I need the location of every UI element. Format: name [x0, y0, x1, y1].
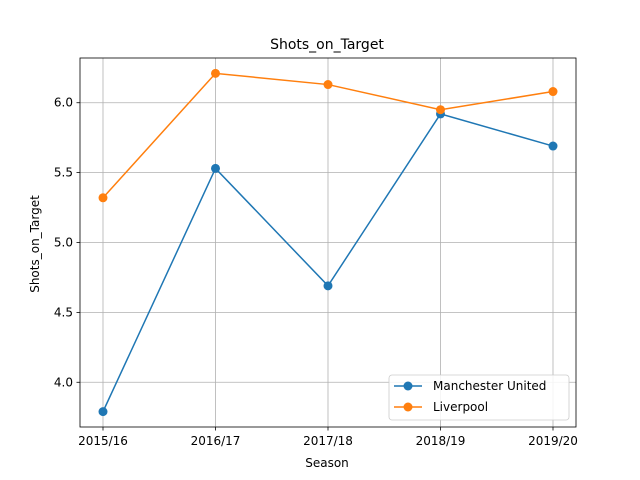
x-tick-label: 2019/20: [528, 434, 578, 448]
data-point: [211, 68, 220, 78]
legend-box: [388, 374, 570, 421]
series-liverpool: [98, 68, 558, 203]
data-point: [323, 281, 333, 291]
y-tick-label: 4.5: [54, 305, 73, 319]
grid-lines: [80, 58, 576, 427]
x-tick-label: 2018/19: [416, 434, 466, 448]
tick-labels: 2015/16 2016/17 2017/18 2018/19 2019/20 4.0 4.…: [54, 96, 578, 448]
y-tick-label: 4.0: [54, 375, 73, 389]
x-tick-label: 2016/17: [191, 434, 241, 448]
y-axis-label: Shots_on_Target: [28, 195, 42, 293]
y-tick-label: 5.0: [54, 236, 73, 250]
data-point: [98, 407, 108, 417]
series-lines: [98, 68, 558, 417]
legend-label: Manchester United: [433, 379, 546, 393]
x-axis-label: Season: [305, 456, 349, 470]
data-point: [548, 87, 558, 97]
x-tick-label: 2015/16: [78, 434, 128, 448]
legend-marker: [403, 402, 413, 412]
y-tick-label: 6.0: [54, 96, 73, 110]
x-tick-label: 2017/18: [303, 434, 353, 448]
legend: Manchester United Liverpool: [388, 374, 570, 421]
legend-label: Liverpool: [433, 400, 488, 414]
y-tick-label: 5.5: [54, 166, 73, 180]
data-point: [548, 141, 558, 151]
legend-marker: [403, 381, 413, 391]
data-point: [436, 105, 445, 115]
data-point: [211, 163, 220, 173]
chart-title: Shots_on_Target: [270, 37, 384, 53]
data-point: [98, 193, 108, 203]
data-point: [323, 80, 333, 90]
